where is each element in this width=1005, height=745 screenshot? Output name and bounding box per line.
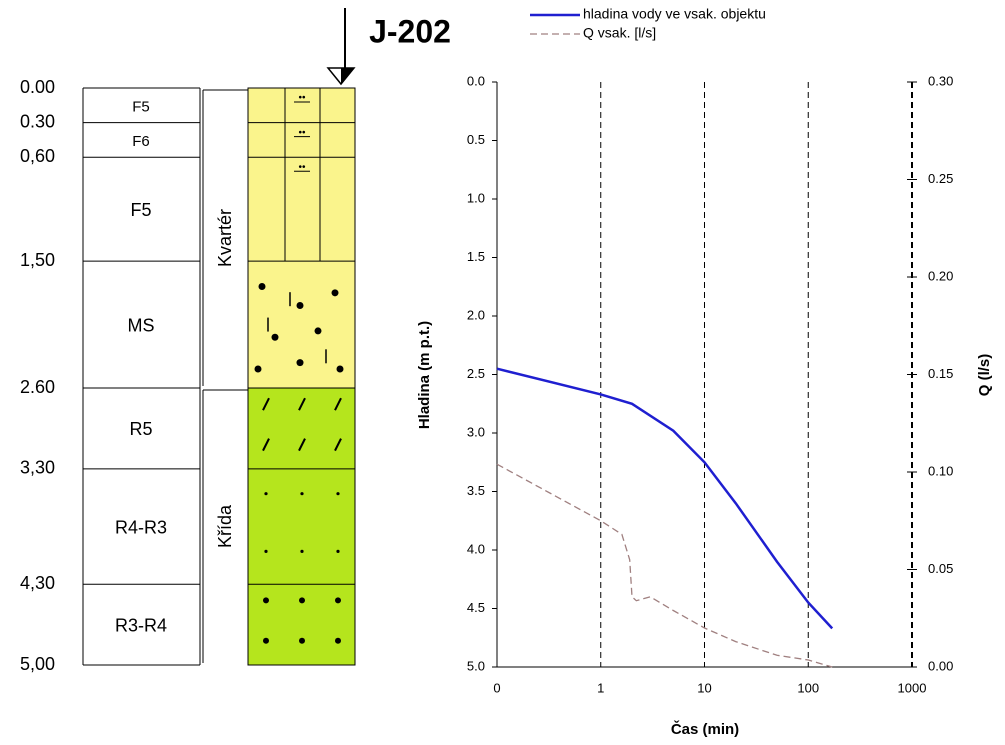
y-tick-label: 3.0: [467, 424, 485, 439]
pattern: ••: [298, 127, 306, 138]
depth-label: 5,00: [20, 654, 55, 674]
x-tick-label: 100: [797, 680, 819, 695]
layer-code: F5: [130, 200, 151, 220]
depth-label: 0.30: [20, 111, 55, 131]
water-level-marker: [341, 68, 354, 84]
x-tick-label: 10: [697, 680, 711, 695]
lithology-column: [247, 387, 356, 666]
pattern: [296, 359, 304, 367]
pattern: [264, 492, 268, 496]
pattern: [298, 438, 306, 452]
pattern: [335, 637, 341, 644]
y-tick-label: 0.0: [467, 73, 485, 88]
y2-tick-label: 0.05: [928, 561, 953, 576]
y-tick-label: 1.0: [467, 190, 485, 205]
layer-code: R3-R4: [115, 615, 167, 635]
legend-label: hladina vody ve vsak. objektu: [583, 6, 766, 22]
y2-tick-label: 0.20: [928, 268, 953, 283]
y-tick-label: 2.0: [467, 307, 485, 322]
y2-tick-label: 0.15: [928, 366, 953, 381]
formation-name: Kvartér: [215, 209, 235, 267]
pattern: [314, 327, 322, 335]
pattern: [336, 549, 340, 553]
y2-tick-label: 0.30: [928, 73, 953, 88]
depth-label: 4,30: [20, 573, 55, 593]
legend-label: Q vsak. [l/s]: [583, 25, 656, 41]
pattern: [334, 438, 342, 452]
series-line: [496, 463, 833, 668]
pattern: ••: [298, 162, 306, 173]
depth-label: 3,30: [20, 458, 55, 478]
pattern: [264, 549, 268, 553]
x-axis-title: Čas (min): [671, 720, 739, 738]
y-tick-label: 3.5: [467, 483, 485, 498]
x-tick-label: 1: [597, 680, 604, 695]
y-tick-label: 5.0: [467, 658, 485, 673]
pattern: [334, 397, 342, 411]
depth-label: 2.60: [20, 377, 55, 397]
y-tick-label: 4.0: [467, 541, 485, 556]
depth-label: 1,50: [20, 250, 55, 270]
x-tick-label: 1000: [898, 680, 927, 695]
log-title: J-202: [369, 13, 451, 49]
pattern: [258, 282, 266, 290]
lithology-column: [247, 87, 356, 389]
pattern: [271, 333, 279, 341]
y2-tick-label: 0.00: [928, 658, 953, 673]
pattern: [262, 397, 270, 411]
layer-code: MS: [128, 315, 155, 335]
layer-code: R4-R3: [115, 517, 167, 537]
layer-code: F6: [132, 133, 150, 150]
pattern: [298, 397, 306, 411]
y-tick-label: 2.5: [467, 366, 485, 381]
layer-code: R5: [129, 419, 152, 439]
y-tick-label: 0.5: [467, 132, 485, 147]
formation-name: Křída: [215, 504, 235, 548]
x-tick-label: 0: [493, 680, 500, 695]
layer-code: F5: [132, 98, 150, 115]
pattern: [299, 637, 305, 644]
pattern: [263, 597, 269, 604]
y-tick-label: 4.5: [467, 600, 485, 615]
pattern: [263, 637, 269, 644]
pattern: [296, 302, 304, 310]
pattern: [254, 365, 262, 373]
pattern: [300, 492, 304, 496]
y2-axis-title: Q (l/s): [976, 354, 993, 397]
pattern: ••: [298, 93, 306, 104]
y2-tick-label: 0.10: [928, 463, 953, 478]
y-axis-title: Hladina (m p.t.): [416, 321, 433, 429]
pattern: [335, 597, 341, 604]
depth-label: 0.00: [20, 77, 55, 97]
y2-tick-label: 0.25: [928, 171, 953, 186]
series-line: [496, 367, 834, 630]
pattern: [336, 365, 344, 373]
pattern: [300, 549, 304, 553]
pattern: [299, 597, 305, 604]
pattern: [262, 438, 270, 452]
y-tick-label: 1.5: [467, 249, 485, 264]
pattern: [331, 289, 339, 297]
depth-label: 0,60: [20, 146, 55, 166]
pattern: [336, 492, 340, 496]
